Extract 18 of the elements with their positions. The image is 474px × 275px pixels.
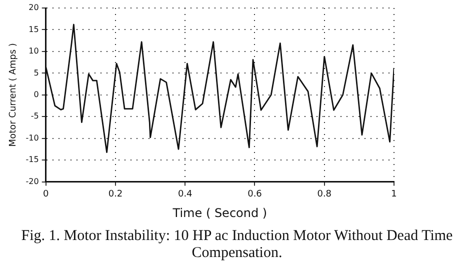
y-tick-label: 20 [28, 3, 39, 12]
caption: Fig. 1. Motor Instability: 10 HP ac Induction Motor Without Dead Time Compensation. [20, 228, 454, 262]
y-tick-label: 15 [28, 24, 39, 34]
x-tick-label: 1 [391, 190, 397, 200]
x-tick-label: 0.8 [317, 190, 332, 200]
x-tick-label: 0.6 [248, 190, 262, 200]
y-tick-label: 10 [28, 46, 39, 56]
x-tick-label: 0 [43, 190, 49, 200]
x-axis-title: Time ( Second ) [172, 206, 268, 220]
x-tick-label: 0.2 [108, 190, 123, 200]
y-tick-label: -5 [30, 112, 39, 121]
y-tick-label: 5 [34, 68, 39, 78]
y-tick-label: 0 [34, 90, 39, 99]
y-axis-title: Motor Current ( Amps ) [8, 43, 19, 147]
x-tick-label: 0.4 [178, 190, 193, 200]
y-tick-label: -15 [26, 155, 39, 164]
y-tick-label: -20 [26, 176, 39, 186]
y-tick-label: -10 [26, 133, 39, 142]
